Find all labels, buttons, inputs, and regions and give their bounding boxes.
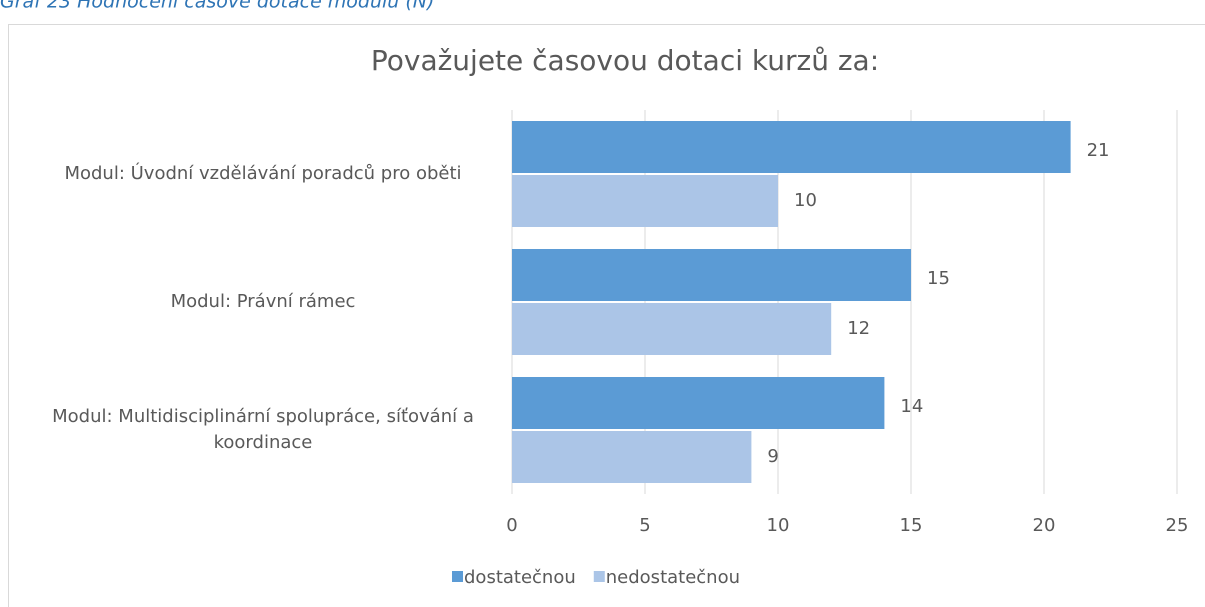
caption: Graf 23 Hodnocení časové dotace modulů (… xyxy=(0,0,434,13)
chart-title: Považujete časovou dotaci kurzů za: xyxy=(371,44,879,77)
legend-swatch xyxy=(452,571,463,582)
y-tick-label: Modul: Právní rámec xyxy=(170,291,356,312)
y-tick-label: Modul: Multidisciplinární spolupráce, sí… xyxy=(52,406,474,453)
x-tick-label: 15 xyxy=(900,515,923,536)
bar xyxy=(512,121,1071,173)
data-label: 15 xyxy=(927,268,950,289)
y-tick-label: Modul: Úvodní vzdělávání poradců pro obě… xyxy=(64,163,462,184)
x-tick-label: 20 xyxy=(1033,515,1056,536)
bar xyxy=(512,431,752,483)
data-label: 9 xyxy=(767,446,778,467)
x-tick-label: 25 xyxy=(1166,515,1189,536)
x-tick-label: 10 xyxy=(767,515,790,536)
data-label: 12 xyxy=(847,318,870,339)
bar xyxy=(512,303,832,355)
data-label: 14 xyxy=(900,396,923,417)
legend-swatch xyxy=(593,571,605,582)
bar xyxy=(512,249,911,301)
bar xyxy=(512,175,778,227)
x-tick-label: 0 xyxy=(506,515,517,536)
data-label: 10 xyxy=(794,190,817,211)
legend-label: dostatečnou xyxy=(464,567,576,588)
chart-border xyxy=(8,24,1205,607)
x-tick-label: 5 xyxy=(639,515,650,536)
data-label: 21 xyxy=(1087,140,1110,161)
legend-label: nedostatečnou xyxy=(606,567,740,588)
bar xyxy=(512,377,885,429)
